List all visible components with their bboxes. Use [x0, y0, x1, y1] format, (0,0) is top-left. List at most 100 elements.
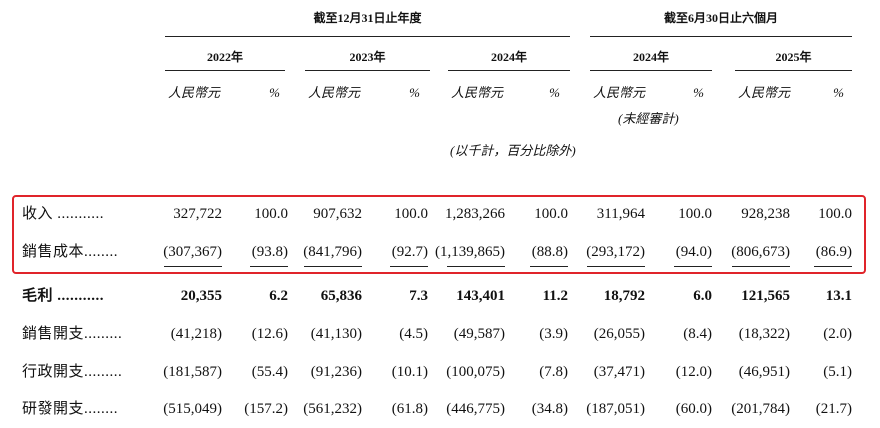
cell-underline	[390, 266, 428, 267]
cell: 100.0	[818, 206, 852, 222]
cell: 20,355	[180, 288, 222, 304]
cell: 100.0	[394, 206, 428, 222]
cell: (201,784)	[731, 401, 790, 417]
cell: (100,075)	[446, 364, 505, 380]
unit-header: 人民幣元	[451, 85, 504, 100]
cell: (88.8)	[531, 244, 568, 260]
year-header: 2024年	[632, 50, 669, 64]
unit-header: 人民幣元	[738, 85, 791, 100]
cell: (34.8)	[531, 401, 568, 417]
cell: (37,471)	[593, 364, 645, 380]
cell-underline	[250, 266, 288, 267]
group-rule	[165, 36, 570, 37]
cell: (515,049)	[163, 401, 222, 417]
year-rule	[735, 70, 852, 71]
cell: (93.8)	[251, 244, 288, 260]
cell: (86.9)	[815, 244, 852, 260]
cell: (46,951)	[738, 364, 790, 380]
cell: 311,964	[596, 206, 645, 222]
cell: (187,051)	[586, 401, 645, 417]
highlight-box	[12, 195, 866, 274]
group-rule	[590, 36, 852, 37]
cell: (561,232)	[303, 401, 362, 417]
row-label: 毛利 ...........	[22, 288, 105, 304]
cell: 100.0	[534, 206, 568, 222]
unit-note: (未經審計)	[618, 111, 679, 126]
cell: 143,401	[456, 288, 505, 304]
cell-underline	[674, 266, 712, 267]
cell: (41,218)	[170, 326, 222, 342]
cell: 11.2	[542, 288, 568, 304]
cell: (307,367)	[163, 244, 222, 260]
cell: 6.2	[269, 288, 288, 304]
year-header: 2023年	[349, 50, 386, 64]
cell: 1,283,266	[445, 206, 505, 222]
year-rule	[590, 70, 712, 71]
cell: (26,055)	[593, 326, 645, 342]
cell: (446,775)	[446, 401, 505, 417]
cell-underline	[814, 266, 852, 267]
cell-underline	[447, 266, 505, 267]
cell-underline	[304, 266, 362, 267]
cell: (7.8)	[539, 364, 568, 380]
row-label: 收入 ...........	[22, 206, 105, 222]
cell: 907,632	[313, 206, 362, 222]
cell-underline	[164, 266, 222, 267]
cell: (61.8)	[391, 401, 428, 417]
year-header: 2024年	[490, 50, 527, 64]
cell: (841,796)	[303, 244, 362, 260]
cell: 100.0	[254, 206, 288, 222]
cell: (12.6)	[251, 326, 288, 342]
cell: 121,565	[741, 288, 790, 304]
group-header: 截至12月31日止年度	[313, 11, 422, 25]
year-header: 2022年	[206, 50, 243, 64]
cell: 6.0	[693, 288, 712, 304]
row-label: 行政開支.........	[22, 364, 123, 380]
cell: (21.7)	[815, 401, 852, 417]
year-rule	[165, 70, 285, 71]
unit-header: 人民幣元	[168, 85, 221, 100]
cell: (41,130)	[310, 326, 362, 342]
cell: (18,322)	[738, 326, 790, 342]
cell: (55.4)	[251, 364, 288, 380]
row-label: 銷售成本........	[22, 244, 119, 260]
unit-header: %	[549, 85, 560, 100]
cell: (2.0)	[823, 326, 852, 342]
cell: (8.4)	[683, 326, 712, 342]
cell: (5.1)	[823, 364, 852, 380]
unit-header: 人民幣元	[308, 85, 361, 100]
cell-underline	[587, 266, 645, 267]
cell: (293,172)	[586, 244, 645, 260]
year-rule	[448, 70, 570, 71]
cell: (91,236)	[310, 364, 362, 380]
cell: 7.3	[409, 288, 428, 304]
cell: 65,836	[320, 288, 362, 304]
row-label: 銷售開支.........	[22, 326, 123, 342]
cell: 100.0	[678, 206, 712, 222]
cell: (10.1)	[391, 364, 428, 380]
unit-header: %	[269, 85, 280, 100]
cell: (4.5)	[399, 326, 428, 342]
unit-header: %	[409, 85, 420, 100]
unit-note: (以千計，百分比除外)	[450, 143, 576, 158]
year-rule	[305, 70, 430, 71]
cell: 928,238	[741, 206, 790, 222]
unit-header: %	[833, 85, 844, 100]
cell: 327,722	[173, 206, 222, 222]
cell: (60.0)	[675, 401, 712, 417]
group-header: 截至6月30日止六個月	[663, 11, 778, 25]
cell: (12.0)	[675, 364, 712, 380]
cell: (3.9)	[539, 326, 568, 342]
year-header: 2025年	[775, 50, 812, 64]
unit-header: %	[693, 85, 704, 100]
cell-underline	[732, 266, 790, 267]
cell: (157.2)	[244, 401, 288, 417]
cell: (1,139,865)	[435, 244, 505, 260]
cell: (92.7)	[391, 244, 428, 260]
cell: (181,587)	[163, 364, 222, 380]
unit-header: 人民幣元	[593, 85, 646, 100]
cell: (94.0)	[675, 244, 712, 260]
cell-underline	[530, 266, 568, 267]
cell: (49,587)	[453, 326, 505, 342]
